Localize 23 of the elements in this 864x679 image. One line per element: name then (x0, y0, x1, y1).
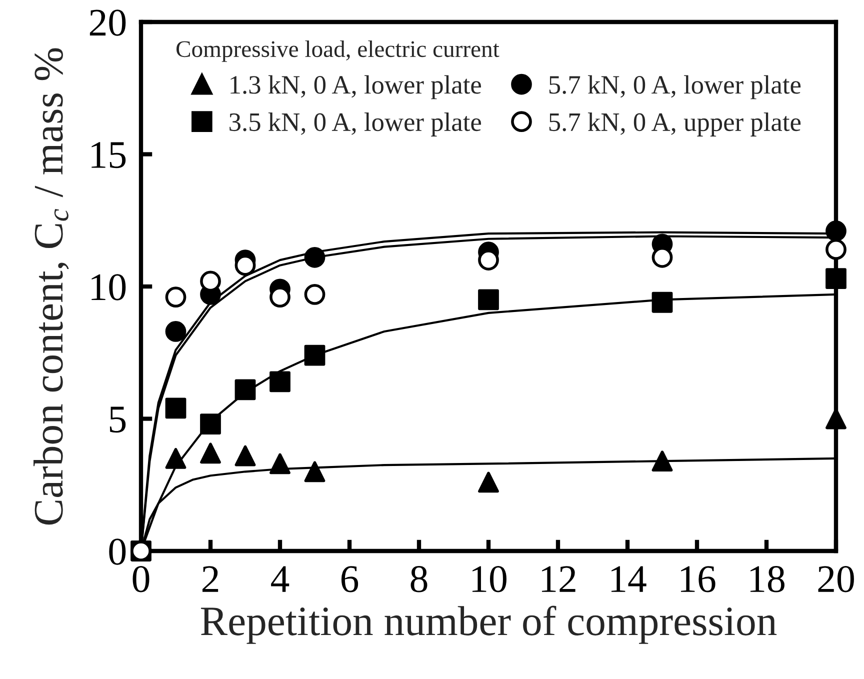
y-tick-label: 0 (109, 538, 126, 565)
y-tick-label: 10 (92, 274, 126, 300)
x-tick-label: 0 (132, 566, 150, 592)
x-tick-label: 16 (680, 566, 716, 592)
x-tick-label: 14 (611, 566, 646, 592)
legend-label: 5.7 kN, 0 A, lower plate (549, 75, 801, 100)
x-tick-label: 4 (271, 566, 290, 592)
x-tick-label: 12 (542, 566, 576, 592)
x-tick-label: 8 (410, 566, 428, 592)
x-tick-label: 6 (341, 566, 358, 592)
legend-label: 1.3 kN, 0 A, lower plate (230, 75, 481, 100)
x-axis-title: Repetition number of compression (200, 606, 777, 644)
x-tick-label: 10 (472, 566, 506, 592)
y-tick-label: 15 (92, 142, 126, 168)
x-tick-label: 2 (202, 566, 218, 592)
legend-label: 3.5 kN, 0 A, lower plate (230, 112, 481, 136)
y-tick-label: 5 (110, 406, 126, 433)
legend-title: Compressive load, electric current (176, 40, 500, 62)
x-tick-label: 18 (750, 566, 784, 592)
y-tick-label: 20 (90, 10, 126, 36)
y-axis-title: Carbon content, C$_{c}$ / mass % (34, 48, 69, 525)
x-tick-label: 20 (818, 566, 854, 592)
legend-label: 5.7 kN, 0 A, upper plate (549, 112, 801, 136)
